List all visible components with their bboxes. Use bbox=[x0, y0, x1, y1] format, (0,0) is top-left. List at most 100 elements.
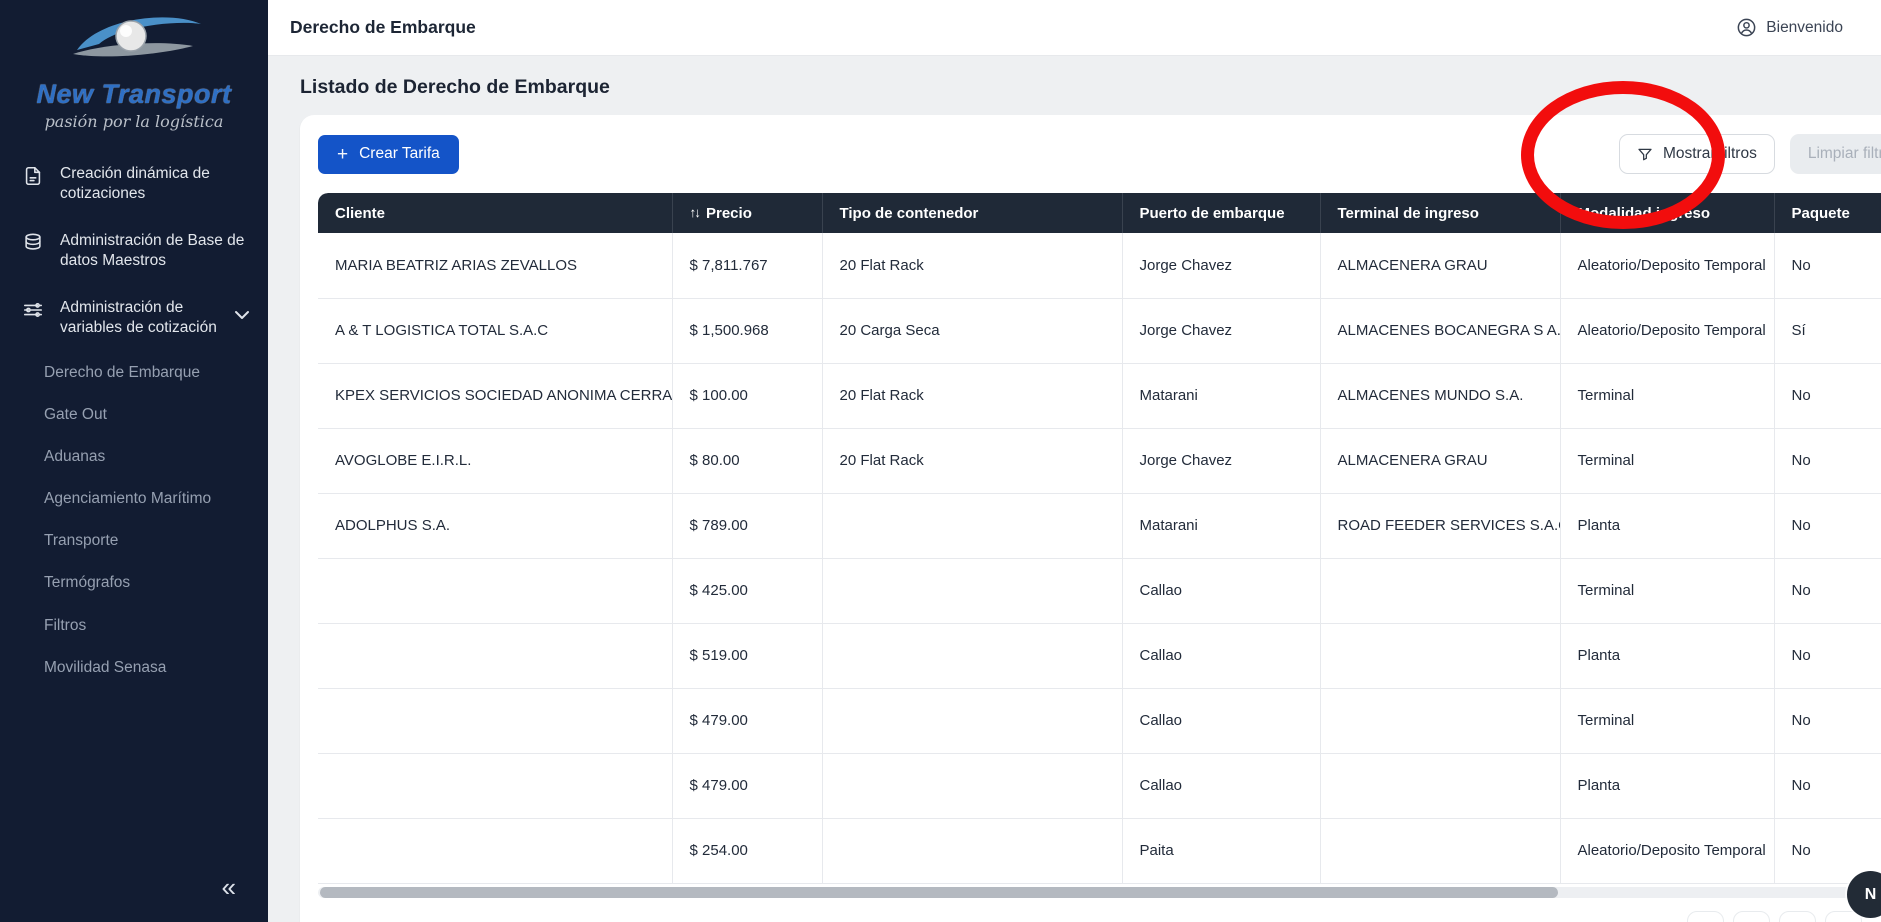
cell-precio: $ 100.00 bbox=[671, 363, 822, 429]
cell-puerto-embarque: Jorge Chavez bbox=[1121, 428, 1320, 494]
filter-buttons: Mostrar filtros Limpiar filtros bbox=[1618, 134, 1881, 174]
cell-precio: $ 1,500.968 bbox=[671, 298, 822, 364]
cell-puerto-embarque: Jorge Chavez bbox=[1121, 233, 1320, 299]
cell-tipo-contenedor bbox=[821, 493, 1122, 559]
tariff-table: Cliente ↑↓ Precio Tipo de contenedor Puer… bbox=[318, 193, 1881, 884]
cell-terminal-ingreso bbox=[1319, 623, 1560, 689]
logo-swoosh-icon bbox=[73, 17, 201, 57]
sidebar-item-derecho-de-embarque[interactable]: Derecho de Embarque bbox=[44, 363, 200, 381]
cell-paquete: No bbox=[1773, 363, 1881, 429]
cell-cliente bbox=[318, 688, 672, 754]
card-toolbar: + Crear Tarifa Mostrar filtros Limpiar f… bbox=[318, 134, 1881, 174]
horizontal-scrollbar[interactable] bbox=[318, 886, 1881, 898]
cell-cliente: A & T LOGISTICA TOTAL S.A.C bbox=[318, 298, 672, 364]
document-icon bbox=[22, 165, 44, 187]
page-size-select[interactable]: 10 bbox=[1879, 920, 1881, 922]
column-header-cliente[interactable]: Cliente bbox=[318, 193, 672, 233]
column-header-puerto-embarque[interactable]: Puerto de embarque bbox=[1121, 193, 1320, 233]
cell-cliente: MARIA BEATRIZ ARIAS ZEVALLOS bbox=[318, 233, 672, 299]
table-row: $ 479.00 Callao Terminal No bbox=[318, 688, 1881, 754]
cell-cliente bbox=[318, 558, 672, 624]
welcome-label: Bienvenido bbox=[1766, 18, 1843, 36]
cell-tipo-contenedor bbox=[821, 558, 1122, 624]
create-tariff-label: Crear Tarifa bbox=[359, 145, 440, 162]
sidebar-item-admin-base-datos[interactable]: Administración de Base de datos Maestros bbox=[0, 218, 268, 285]
cell-modalidad-ingreso: Aleatorio/Deposito Temporal bbox=[1559, 298, 1774, 364]
table-row: $ 254.00 Paita Aleatorio/Deposito Temporal… bbox=[318, 818, 1881, 884]
next-page-button[interactable]: › bbox=[1778, 910, 1816, 922]
column-header-precio[interactable]: ↑↓ Precio bbox=[671, 193, 822, 233]
column-header-modalidad-ingreso[interactable]: Modalidad ingreso bbox=[1559, 193, 1774, 233]
cell-tipo-contenedor: 20 Flat Rack bbox=[821, 363, 1122, 429]
cell-paquete: No bbox=[1773, 428, 1881, 494]
page-title: Derecho de Embarque bbox=[290, 17, 476, 37]
card-footer: Página 1 de 3 « ‹ › » 10 bbox=[318, 898, 1881, 922]
sidebar-item-gate-out[interactable]: Gate Out bbox=[44, 405, 107, 423]
floating-n-badge[interactable]: N bbox=[1847, 871, 1881, 918]
sidebar-nav: Creación dinámica de cotizaciones Admini… bbox=[0, 151, 268, 689]
table-row: AVOGLOBE E.I.R.L. $ 80.00 20 Flat Rack Jorg… bbox=[318, 428, 1881, 494]
sidebar-item-termografos[interactable]: Termógrafos bbox=[44, 574, 131, 592]
sidebar-item-label: Administración de Base de datos Maestros bbox=[60, 231, 245, 270]
table-row: $ 479.00 Callao Planta No bbox=[318, 753, 1881, 819]
sliders-icon bbox=[22, 299, 44, 321]
sidebar-item-agenciamiento-maritimo[interactable]: Agenciamiento Marítimo bbox=[44, 490, 212, 508]
cell-precio: $ 479.00 bbox=[671, 753, 822, 819]
tariff-card: + Crear Tarifa Mostrar filtros Limpiar f… bbox=[300, 115, 1881, 922]
column-header-tipo-contenedor[interactable]: Tipo de contenedor bbox=[821, 193, 1122, 233]
filter-funnel-icon bbox=[1637, 146, 1653, 162]
sidebar-item-movilidad-senasa[interactable]: Movilidad Senasa bbox=[44, 658, 167, 676]
table-row: A & T LOGISTICA TOTAL S.A.C $ 1,500.968 20… bbox=[318, 298, 1881, 364]
cell-precio: $ 80.00 bbox=[671, 428, 822, 494]
horizontal-scrollbar-thumb[interactable] bbox=[320, 886, 1558, 898]
sidebar-item-transporte[interactable]: Transporte bbox=[44, 532, 119, 550]
welcome-menu[interactable]: Bienvenido bbox=[1736, 17, 1843, 38]
sidebar-item-aduanas[interactable]: Aduanas bbox=[44, 448, 106, 465]
column-header-paquete[interactable]: Paquete bbox=[1773, 193, 1881, 233]
table-row: $ 425.00 Callao Terminal No bbox=[318, 558, 1881, 624]
clear-filters-button[interactable]: Limpiar filtros bbox=[1789, 134, 1881, 174]
show-filters-button[interactable]: Mostrar filtros bbox=[1618, 134, 1775, 174]
table-row: $ 519.00 Callao Planta No bbox=[318, 623, 1881, 689]
table-container: Cliente ↑↓ Precio Tipo de contenedor Puer… bbox=[318, 193, 1881, 884]
cell-tipo-contenedor: 20 Carga Seca bbox=[821, 298, 1122, 364]
cell-precio: $ 479.00 bbox=[671, 688, 822, 754]
cell-precio: $ 254.00 bbox=[671, 818, 822, 884]
cell-puerto-embarque: Callao bbox=[1121, 623, 1320, 689]
page-info: Página 1 de 3 bbox=[320, 921, 413, 922]
show-filters-label: Mostrar filtros bbox=[1662, 145, 1757, 162]
cell-cliente: KPEX SERVICIOS SOCIEDAD ANONIMA CERRADA bbox=[318, 363, 672, 429]
topbar-right: Bienvenido Salir bbox=[1736, 17, 1881, 38]
sidebar-item-admin-variables[interactable]: Administración de variables de cotizació… bbox=[0, 285, 268, 352]
cell-cliente: ADOLPHUS S.A. bbox=[318, 493, 672, 559]
cell-puerto-embarque: Callao bbox=[1121, 688, 1320, 754]
cell-tipo-contenedor: 20 Flat Rack bbox=[821, 428, 1122, 494]
sort-icon[interactable]: ↑↓ bbox=[689, 204, 701, 220]
page-label: Página bbox=[320, 921, 367, 922]
cell-modalidad-ingreso: Aleatorio/Deposito Temporal bbox=[1559, 818, 1774, 884]
chevron-down-icon bbox=[234, 306, 250, 326]
cell-puerto-embarque: Paita bbox=[1121, 818, 1320, 884]
logo: New Transport pasión por la logística bbox=[0, 0, 268, 137]
first-page-button[interactable]: « bbox=[1686, 910, 1724, 922]
cell-tipo-contenedor bbox=[821, 753, 1122, 819]
sidebar-item-creacion-dinamica[interactable]: Creación dinámica de cotizaciones bbox=[0, 151, 268, 218]
page-size-value: 10 bbox=[1879, 920, 1881, 922]
cell-modalidad-ingreso: Planta bbox=[1559, 623, 1774, 689]
sidebar: New Transport pasión por la logística Cr… bbox=[0, 0, 268, 922]
cell-modalidad-ingreso: Terminal bbox=[1559, 363, 1774, 429]
cell-terminal-ingreso bbox=[1319, 688, 1560, 754]
cell-puerto-embarque: Matarani bbox=[1121, 363, 1320, 429]
cell-modalidad-ingreso: Terminal bbox=[1559, 558, 1774, 624]
cell-paquete: No bbox=[1773, 233, 1881, 299]
sidebar-submenu: Derecho de Embarque Gate Out Aduanas Age… bbox=[0, 352, 268, 689]
cell-puerto-embarque: Matarani bbox=[1121, 493, 1320, 559]
cell-tipo-contenedor bbox=[821, 688, 1122, 754]
sidebar-item-filtros[interactable]: Filtros bbox=[44, 616, 87, 634]
cell-paquete: No bbox=[1773, 558, 1881, 624]
prev-page-button[interactable]: ‹ bbox=[1732, 910, 1770, 922]
column-header-terminal-ingreso[interactable]: Terminal de ingreso bbox=[1319, 193, 1560, 233]
create-tariff-button[interactable]: + Crear Tarifa bbox=[318, 134, 459, 174]
sidebar-collapse-button[interactable]: « bbox=[221, 872, 236, 902]
cell-terminal-ingreso bbox=[1319, 558, 1560, 624]
